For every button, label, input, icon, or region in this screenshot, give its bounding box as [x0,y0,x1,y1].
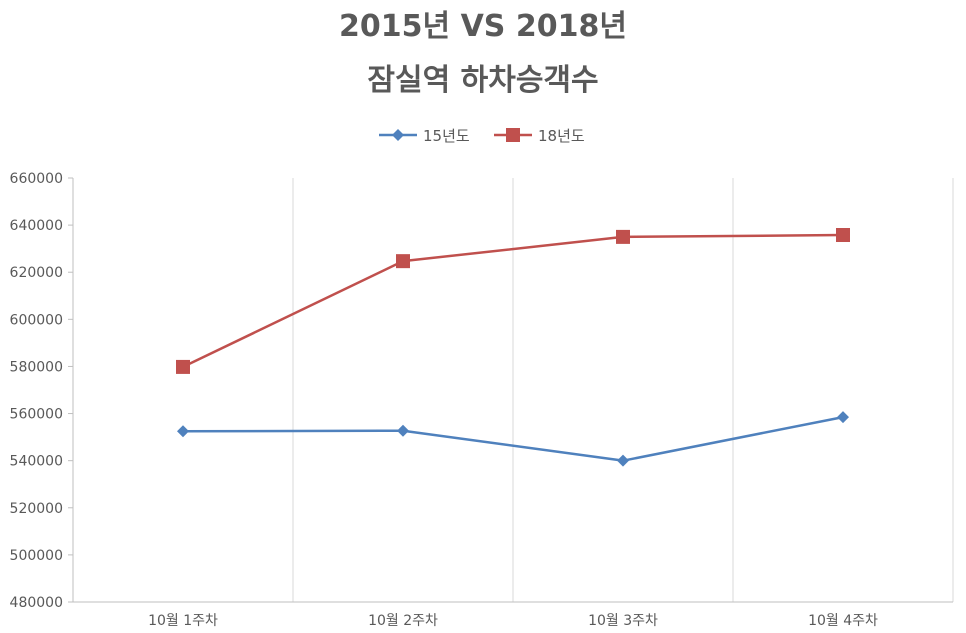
y-tick-label: 620000 [10,265,63,281]
data-point [176,359,190,374]
legend-item-1: 15년도 [379,127,470,145]
legend-label: 15년도 [423,127,470,145]
axes: 480000 500000 520000 540000 560000 580000 6000… [10,171,953,629]
y-tick-label: 640000 [10,218,63,234]
legend-marker [392,129,404,141]
legend-marker [506,128,520,142]
y-tick-label: 560000 [10,407,63,423]
legend-item-2: 18년도 [494,127,585,145]
series-2 [176,228,850,374]
data-point [837,411,849,424]
chart-title-line-2: 잠실역 하차승객수 [367,63,599,98]
chart-title: 2015년 VS 2018년 잠실역 하차승객수 [0,0,966,108]
chart-title-line-1: 2015년 VS 2018년 [339,9,627,44]
series-line [182,415,844,462]
legend: 15년도 18년도 [379,127,585,145]
x-tick-label: 10월 2주차 [368,613,438,629]
x-tick-label: 10월 4주차 [808,613,878,629]
x-tick-label: 10월 1주차 [148,613,218,629]
series-layer [176,228,850,467]
y-tick-label: 540000 [10,454,63,470]
y-tick-label: 480000 [10,595,63,611]
y-tick-label: 660000 [10,171,63,187]
data-point [836,228,850,243]
data-point [616,229,630,244]
x-tick-label: 10월 3주차 [588,613,658,629]
data-point [617,454,629,467]
y-tick-label: 580000 [10,359,63,375]
data-point [397,424,409,437]
gridlines [292,178,954,602]
series-1 [177,411,849,467]
y-tick-label: 500000 [10,548,63,564]
data-point [396,254,410,269]
data-point [177,425,189,438]
legend-label: 18년도 [538,127,585,145]
series-line [182,233,844,369]
y-tick-label: 600000 [10,312,63,328]
y-tick-label: 520000 [10,501,63,517]
